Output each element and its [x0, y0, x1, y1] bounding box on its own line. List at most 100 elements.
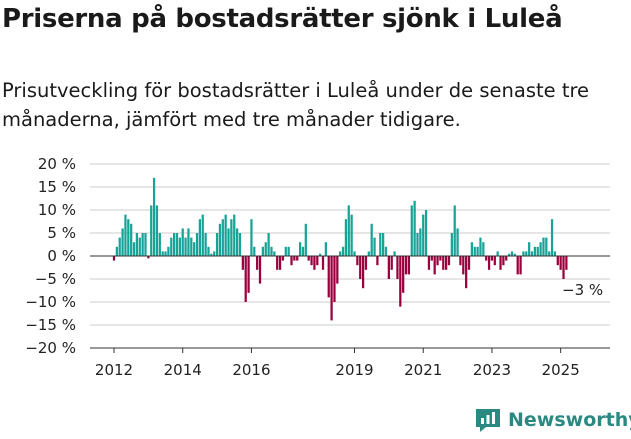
bar: [376, 256, 379, 266]
bar: [227, 228, 230, 256]
bar: [330, 256, 333, 321]
bar: [433, 256, 436, 275]
bar: [407, 256, 411, 275]
bar: [138, 237, 141, 256]
bar: [244, 256, 247, 302]
bar: [158, 233, 161, 256]
bar: [324, 242, 327, 256]
bar: [396, 256, 399, 279]
bar: [439, 256, 442, 261]
bar: [410, 205, 413, 256]
bar: [436, 256, 439, 266]
bar: [121, 228, 124, 256]
bar: [507, 253, 511, 256]
x-axis: 2012 2014 2016 2019 2021 2023 2025: [90, 255, 610, 379]
y-axis-ticks: 20 % 15 % 10 % 5 % 0 % −5 % −10 % −15 % −20 %: [25, 155, 76, 357]
bar: [339, 251, 342, 256]
bar: [361, 256, 365, 289]
bar: [367, 251, 370, 256]
bar: [321, 256, 325, 270]
bar: [516, 256, 519, 275]
bar: [175, 233, 179, 256]
x-tick-label: 2021: [404, 361, 442, 379]
bar: [210, 253, 213, 256]
bar: [258, 256, 262, 284]
bar: [393, 251, 396, 256]
bar: [533, 246, 536, 256]
bar: [204, 233, 207, 256]
bar: [316, 256, 319, 266]
bar: [115, 246, 118, 256]
bar: [170, 237, 173, 256]
bar: [525, 251, 528, 256]
bar: [221, 219, 224, 256]
bar: [270, 246, 273, 256]
bar: [424, 210, 428, 256]
bar: [178, 237, 181, 256]
bar: [273, 251, 276, 256]
bar: [256, 256, 259, 270]
bar: [479, 237, 482, 256]
x-tick-label: 2019: [335, 361, 373, 379]
chart-subtitle: Prisutveckling för bostadsrätter i Luleå…: [2, 79, 590, 131]
bar: [513, 253, 516, 256]
bar: [287, 246, 290, 256]
bar: [135, 233, 139, 256]
bar: [496, 251, 499, 256]
bar: [152, 177, 156, 256]
bar: [247, 256, 250, 293]
bar: [344, 219, 348, 256]
bar: [519, 256, 522, 275]
bar: [173, 233, 176, 256]
bar: [382, 233, 385, 256]
bar: [559, 256, 562, 270]
bar: [127, 219, 130, 256]
last-value-annotation: −3 %: [562, 281, 603, 299]
y-tick-label: 5 %: [47, 224, 76, 242]
bar: [379, 233, 382, 256]
bar: [327, 256, 330, 298]
newsworthy-logo-icon: [476, 409, 500, 432]
bar: [459, 256, 462, 266]
bar: [215, 233, 219, 256]
bar: [261, 246, 265, 256]
bar: [281, 256, 285, 261]
bar: [141, 233, 144, 256]
bar: [467, 256, 471, 270]
bar: [296, 256, 299, 261]
bar: [390, 256, 393, 270]
x-tick-label: 2025: [542, 361, 580, 379]
bar: [539, 242, 542, 256]
bar: [487, 256, 491, 270]
bar: [473, 246, 476, 256]
bar: [132, 242, 136, 256]
bar: [536, 246, 539, 256]
bar: [356, 256, 359, 266]
bar: [493, 256, 496, 266]
bar: [201, 214, 204, 256]
x-tick-label: 2016: [232, 361, 270, 379]
bar: [144, 233, 147, 256]
bar: [319, 253, 322, 256]
bar: [161, 251, 164, 256]
brand-name: Newsworthy: [508, 409, 631, 431]
bar: [490, 256, 494, 261]
bar: [230, 219, 233, 256]
bar: [422, 214, 425, 256]
bar: [112, 256, 116, 261]
bar: [241, 256, 244, 270]
bar: [462, 256, 465, 275]
bar: [184, 237, 187, 256]
bar: [402, 256, 405, 293]
bar: [499, 256, 502, 270]
bar: [147, 256, 150, 259]
bar: [562, 256, 565, 279]
bar: [298, 242, 302, 256]
bar: [233, 214, 236, 256]
bar: [510, 251, 514, 256]
bar: [350, 214, 353, 256]
bar: [502, 256, 505, 266]
bar: [187, 228, 190, 256]
bar: [553, 251, 557, 256]
x-tick-label: 2014: [164, 361, 202, 379]
